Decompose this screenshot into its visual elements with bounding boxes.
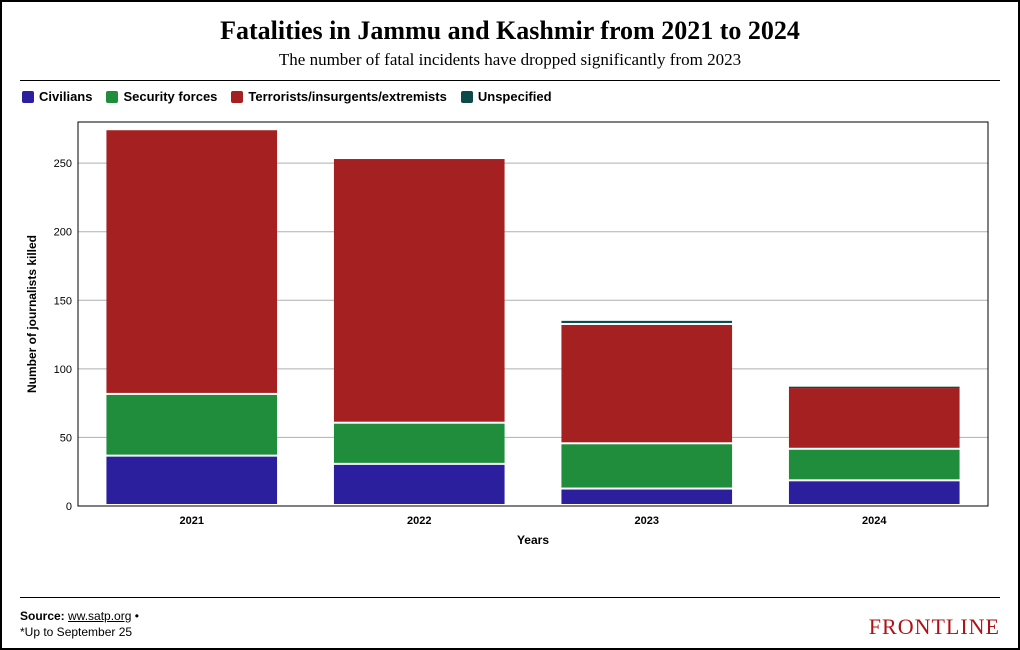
divider-bottom bbox=[20, 597, 1000, 598]
legend-item: Security forces bbox=[106, 89, 217, 104]
chart-card: Fatalities in Jammu and Kashmir from 202… bbox=[0, 0, 1020, 650]
svg-text:100: 100 bbox=[54, 364, 72, 376]
bar-segment bbox=[106, 130, 277, 393]
legend-label: Security forces bbox=[123, 89, 217, 104]
legend: Civilians Security forces Terrorists/insur… bbox=[22, 89, 1000, 104]
bar-segment bbox=[334, 159, 505, 422]
svg-text:0: 0 bbox=[66, 501, 72, 513]
bar-segment bbox=[561, 325, 732, 442]
bar-segment bbox=[561, 321, 732, 323]
svg-text:150: 150 bbox=[54, 295, 72, 307]
bar-segment bbox=[106, 395, 277, 455]
source-label: Source: bbox=[20, 609, 65, 623]
y-axis-title: Number of journalists killed bbox=[25, 235, 39, 393]
legend-item: Terrorists/insurgents/extremists bbox=[231, 89, 446, 104]
svg-text:50: 50 bbox=[60, 432, 72, 444]
stacked-bar-chart: 0 50 100 150 200 250 2021 2022 2023 2024 Years Numb… bbox=[20, 112, 1000, 552]
source-link[interactable]: ww.satp.org bbox=[68, 609, 131, 623]
x-tick-label: 2024 bbox=[862, 515, 887, 527]
legend-label: Civilians bbox=[39, 89, 92, 104]
bar-segment bbox=[789, 481, 960, 504]
legend-item: Unspecified bbox=[461, 89, 552, 104]
x-tick-label: 2021 bbox=[180, 515, 204, 527]
divider-top bbox=[20, 80, 1000, 81]
source-note: *Up to September 25 bbox=[20, 625, 132, 639]
chart-area: 0 50 100 150 200 250 2021 2022 2023 2024 Years Numb… bbox=[20, 112, 1000, 591]
legend-label: Unspecified bbox=[478, 89, 552, 104]
bar-segment bbox=[561, 490, 732, 504]
x-axis-title: Years bbox=[517, 533, 549, 547]
chart-title: Fatalities in Jammu and Kashmir from 202… bbox=[20, 16, 1000, 46]
legend-swatch bbox=[22, 91, 34, 103]
source-block: Source: ww.satp.org • *Up to September 2… bbox=[20, 608, 139, 640]
legend-swatch bbox=[106, 91, 118, 103]
chart-subtitle: The number of fatal incidents have dropp… bbox=[20, 50, 1000, 70]
x-tick-label: 2023 bbox=[635, 515, 659, 527]
legend-item: Civilians bbox=[22, 89, 92, 104]
svg-text:250: 250 bbox=[54, 158, 72, 170]
legend-label: Terrorists/insurgents/extremists bbox=[248, 89, 446, 104]
svg-text:200: 200 bbox=[54, 227, 72, 239]
legend-swatch bbox=[461, 91, 473, 103]
bar-segment bbox=[106, 457, 277, 504]
bar-segment bbox=[789, 387, 960, 388]
x-tick-label: 2022 bbox=[407, 515, 431, 527]
bullet: • bbox=[135, 609, 139, 623]
bar-segment bbox=[789, 388, 960, 448]
bar-segment bbox=[561, 444, 732, 487]
bar-segment bbox=[334, 465, 505, 504]
bar-segment bbox=[789, 450, 960, 480]
brand-logo: FRONTLINE bbox=[869, 614, 1000, 640]
footer: Source: ww.satp.org • *Up to September 2… bbox=[20, 608, 1000, 640]
legend-swatch bbox=[231, 91, 243, 103]
bar-segment bbox=[334, 424, 505, 463]
